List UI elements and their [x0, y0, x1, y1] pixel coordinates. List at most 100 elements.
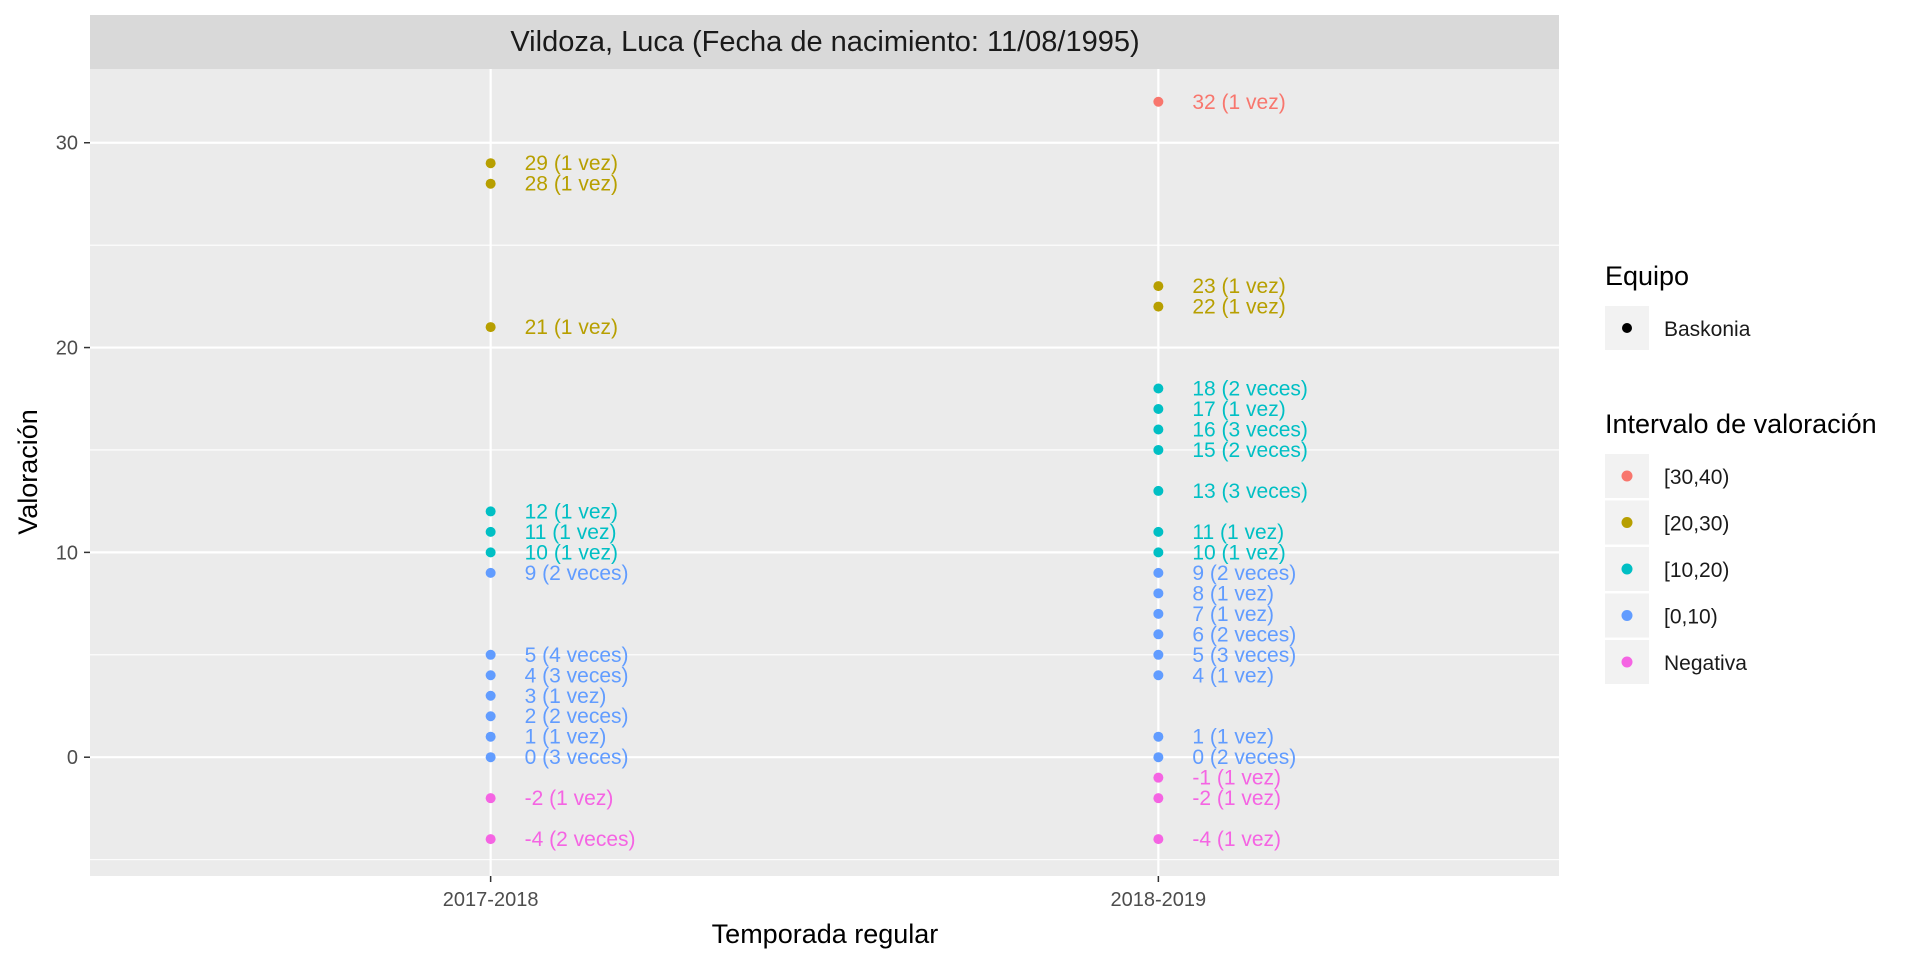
data-point: [485, 731, 496, 742]
legend-item-label: [20,30): [1664, 513, 1729, 536]
x-tick-label: 2018-2019: [1111, 889, 1207, 911]
legend: Equipo Baskonia Intervalo de valoración …: [1605, 261, 1877, 684]
legend-item-label: [0,10): [1664, 606, 1718, 629]
data-point: [485, 711, 496, 722]
legend-item-label: Negativa: [1664, 652, 1747, 675]
data-label: 12 (1 vez): [525, 500, 618, 523]
data-label: 9 (2 veces): [525, 562, 629, 585]
data-point: [485, 567, 496, 578]
data-label: 13 (3 veces): [1192, 480, 1308, 503]
data-label: 18 (2 veces): [1192, 378, 1308, 401]
y-tick-label: 0: [67, 747, 78, 769]
data-label: -2 (1 vez): [525, 787, 614, 810]
data-label: 0 (3 veces): [525, 746, 629, 769]
legend-equipo-item: Baskonia: [1664, 318, 1751, 341]
x-tick-label: 2017-2018: [443, 889, 539, 911]
data-point: [1153, 485, 1164, 496]
data-label: 21 (1 vez): [525, 316, 618, 339]
data-point: [1153, 793, 1164, 804]
x-axis-title: Temporada regular: [712, 919, 939, 949]
y-axis-title: Valoración: [13, 409, 43, 535]
data-point: [1153, 547, 1164, 558]
legend-intervalo-title: Intervalo de valoración: [1605, 409, 1877, 439]
data-label: 11 (1 vez): [525, 521, 617, 544]
data-label: 1 (1 vez): [1192, 726, 1274, 749]
data-label: 5 (4 veces): [525, 644, 629, 667]
data-label: 9 (2 veces): [1192, 562, 1296, 585]
data-point: [1153, 383, 1164, 394]
data-label: 28 (1 vez): [525, 173, 618, 196]
data-point: [485, 547, 496, 558]
data-point: [1153, 608, 1164, 619]
data-point: [485, 158, 496, 169]
facet-strip: [90, 15, 1559, 69]
data-label: 16 (3 veces): [1192, 418, 1308, 441]
data-point: [1153, 588, 1164, 599]
data-label: -4 (2 veces): [525, 828, 636, 851]
data-label: 8 (1 vez): [1192, 582, 1274, 605]
data-label: 32 (1 vez): [1192, 91, 1285, 114]
data-point: [1153, 567, 1164, 578]
data-label: 4 (3 veces): [525, 664, 629, 687]
y-tick-label: 30: [56, 133, 78, 155]
legend-item-label: [30,40): [1664, 466, 1729, 489]
data-point: [485, 834, 496, 845]
data-point: [1153, 404, 1164, 415]
data-point: [1153, 670, 1164, 681]
data-label: -1 (1 vez): [1192, 767, 1281, 790]
data-point: [1153, 752, 1164, 763]
data-label: 2 (2 veces): [525, 705, 629, 728]
y-tick-label: 20: [56, 338, 78, 360]
data-label: 3 (1 vez): [525, 685, 607, 708]
plot-panel: [90, 69, 1559, 876]
legend-intervalo-items: [30,40) [20,30) [10,20) [0,10) Negativa: [1605, 454, 1747, 684]
data-point: [1153, 526, 1164, 537]
chart-title: Vildoza, Luca (Fecha de nacimiento: 11/0…: [510, 26, 1139, 58]
data-point: [1153, 424, 1164, 435]
data-label: 11 (1 vez): [1192, 521, 1284, 544]
legend-item-label: [10,20): [1664, 559, 1729, 582]
data-point: [1153, 772, 1164, 783]
data-label: 17 (1 vez): [1192, 398, 1285, 421]
data-point: [1153, 96, 1164, 107]
data-point: [1153, 301, 1164, 312]
data-label: 7 (1 vez): [1192, 603, 1274, 626]
legend-dot: [1621, 610, 1633, 621]
data-label: 6 (2 veces): [1192, 623, 1296, 646]
data-label: 29 (1 vez): [525, 152, 618, 175]
data-point: [1153, 629, 1164, 640]
y-tick-label: 10: [56, 542, 78, 564]
data-point: [1153, 731, 1164, 742]
data-point: [485, 526, 496, 537]
data-label: 1 (1 vez): [525, 726, 607, 749]
data-point: [485, 752, 496, 763]
data-point: [485, 793, 496, 804]
data-label: -2 (1 vez): [1192, 787, 1281, 810]
data-point: [1153, 281, 1164, 292]
data-label: 10 (1 vez): [525, 541, 618, 564]
data-point: [485, 690, 496, 701]
data-point: [485, 506, 496, 517]
data-label: 10 (1 vez): [1192, 541, 1285, 564]
data-label: 22 (1 vez): [1192, 296, 1285, 319]
data-label: -4 (1 vez): [1192, 828, 1281, 851]
data-point: [485, 178, 496, 189]
legend-dot: [1621, 563, 1633, 575]
legend-dot: [1621, 656, 1633, 668]
legend-dot: [1621, 517, 1633, 528]
data-point: [1153, 444, 1164, 455]
axes: 0 10 20 30 2017-2018 2018-2019: [56, 133, 1206, 911]
data-point: [1153, 834, 1164, 845]
data-point: [485, 322, 496, 333]
data-label: 15 (2 veces): [1192, 439, 1308, 462]
legend-equipo-title: Equipo: [1605, 261, 1689, 291]
data-label: 4 (1 vez): [1192, 664, 1274, 687]
data-marks: 29 (1 vez)28 (1 vez) 21 (1 vez) 12 (1 vez)…: [485, 91, 1308, 851]
data-point: [485, 670, 496, 681]
legend-equipo-dot: [1622, 323, 1632, 333]
legend-dot: [1621, 470, 1633, 482]
data-label: 5 (3 veces): [1192, 644, 1296, 667]
data-point: [1153, 649, 1164, 660]
data-label: 23 (1 vez): [1192, 275, 1285, 298]
